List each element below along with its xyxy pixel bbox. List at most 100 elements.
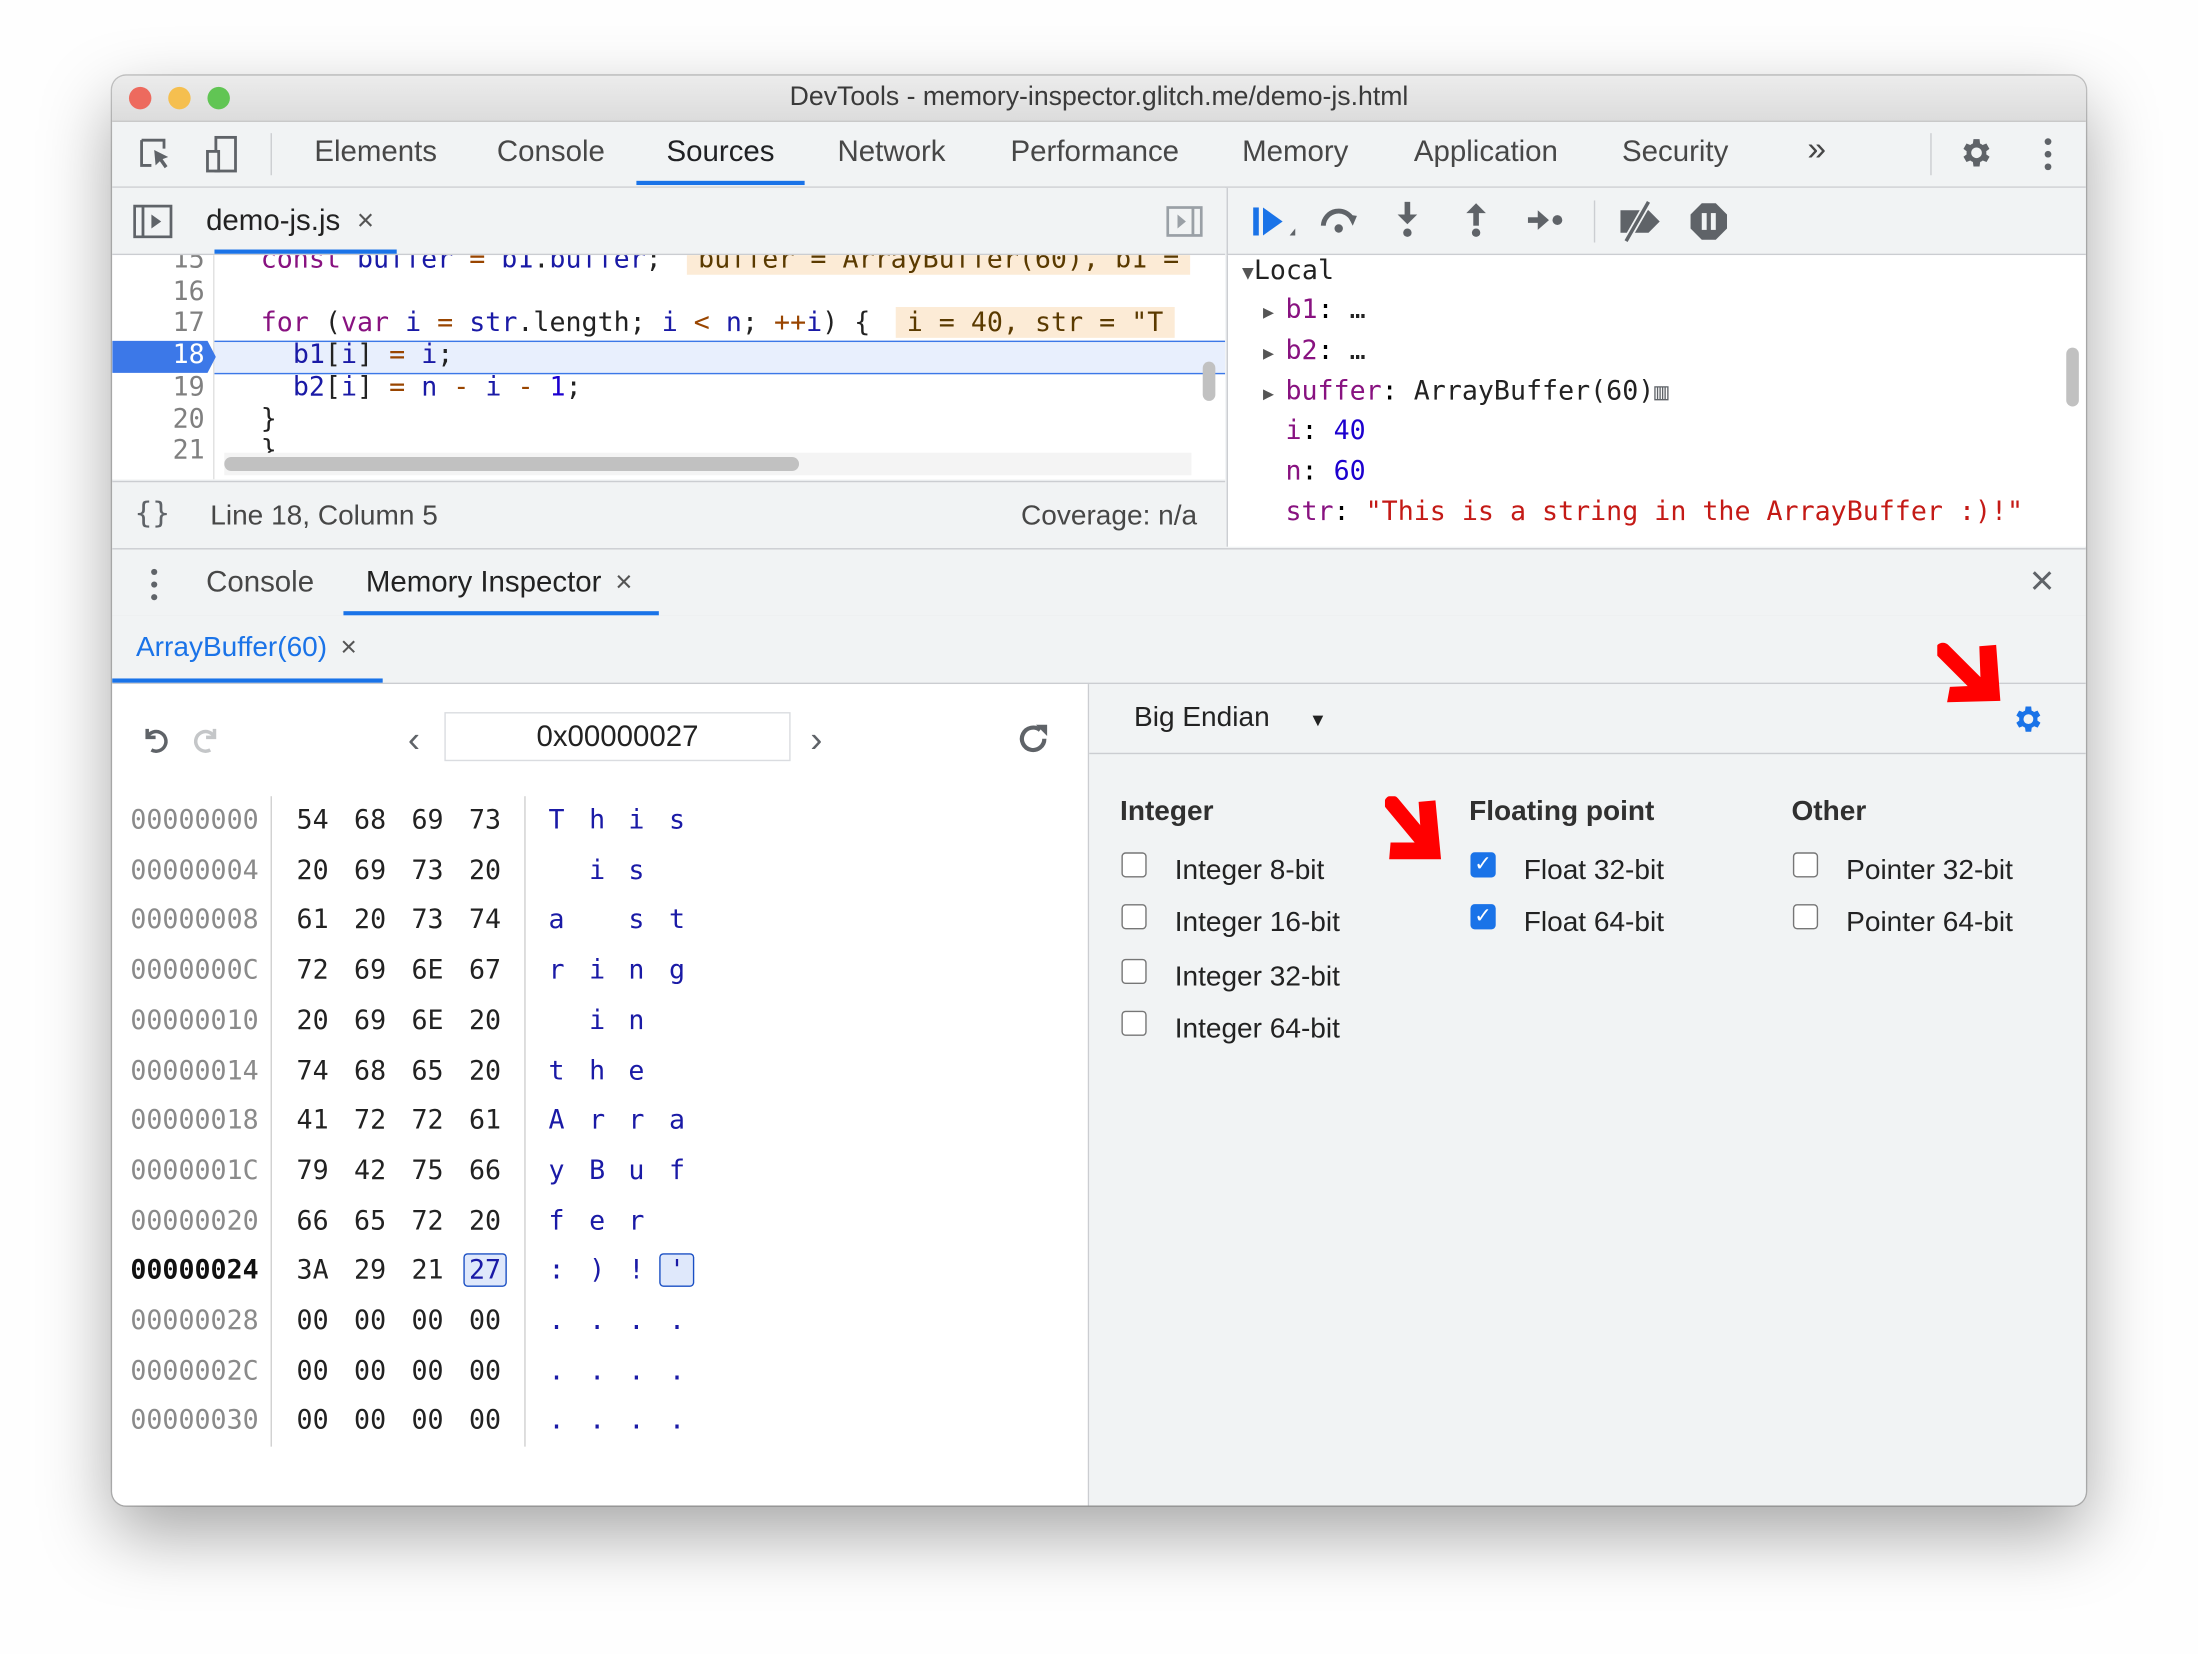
close-buffer-tab-icon[interactable]: × (340, 632, 357, 664)
memory-ascii-char[interactable]: . (669, 1355, 686, 1386)
value-type-checkbox[interactable] (1121, 852, 1147, 878)
memory-byte[interactable]: 00 (354, 1305, 387, 1336)
memory-ascii-char[interactable]: . (589, 1355, 606, 1386)
memory-byte[interactable]: 20 (296, 854, 329, 886)
horizontal-scrollbar-thumb[interactable] (224, 456, 800, 472)
memory-ascii-char[interactable]: h (589, 804, 606, 836)
memory-byte[interactable]: 74 (296, 1054, 329, 1086)
memory-ascii-char[interactable]: g (669, 954, 686, 986)
memory-byte[interactable]: 00 (296, 1305, 329, 1336)
memory-byte[interactable]: 72 (411, 1204, 444, 1236)
memory-byte[interactable]: 79 (296, 1154, 329, 1186)
memory-ascii-char[interactable]: ' (659, 1253, 695, 1288)
memory-byte[interactable]: 00 (354, 1355, 387, 1386)
buffer-tab-arraybuffer[interactable]: ArrayBuffer(60) × (136, 632, 357, 664)
settings-gear-icon[interactable] (1958, 135, 1994, 171)
main-tab-console[interactable]: Console (496, 135, 605, 169)
main-tab-network[interactable]: Network (837, 135, 946, 169)
memory-ascii-char[interactable]: s (628, 854, 645, 886)
memory-byte[interactable]: 67 (468, 954, 502, 986)
memory-ascii-char[interactable]: e (589, 1204, 606, 1236)
memory-ascii-char[interactable]: . (548, 1405, 565, 1436)
memory-ascii-char[interactable]: r (548, 954, 565, 986)
value-type-label[interactable]: Integer 64-bit (1174, 1013, 1340, 1045)
memory-byte[interactable]: 69 (411, 804, 444, 836)
memory-ascii-char[interactable]: n (628, 954, 645, 986)
value-type-label[interactable]: Pointer 64-bit (1846, 906, 2013, 938)
memory-byte[interactable]: 3A (296, 1255, 329, 1286)
memory-ascii-char[interactable]: . (628, 1355, 645, 1386)
value-type-checkbox[interactable] (1792, 904, 1819, 930)
undo-navigation-icon[interactable] (140, 723, 171, 754)
memory-ascii-char[interactable]: t (548, 1054, 565, 1086)
memory-byte[interactable]: 00 (411, 1405, 444, 1436)
memory-ascii-char[interactable]: r (628, 1104, 645, 1136)
memory-byte[interactable]: 68 (354, 804, 387, 836)
scope-variable-buffer[interactable]: ▶ buffer: ArrayBuffer(60)▥ (1263, 375, 1669, 406)
value-type-label[interactable]: Pointer 32-bit (1846, 855, 2013, 886)
execution-line-marker[interactable] (112, 340, 216, 374)
main-tab-security[interactable]: Security (1621, 135, 1729, 169)
memory-byte[interactable]: 73 (411, 854, 444, 886)
endianness-select[interactable]: Big Endian ▼ (1134, 702, 1327, 734)
memory-ascii-char[interactable]: i (628, 804, 645, 836)
memory-byte[interactable]: 73 (468, 804, 502, 836)
memory-ascii-char[interactable]: i (589, 854, 606, 886)
previous-page-button[interactable]: ‹ (407, 717, 421, 760)
memory-ascii-char[interactable]: B (589, 1154, 606, 1186)
device-toolbar-icon[interactable] (203, 135, 239, 174)
memory-byte[interactable]: 29 (354, 1255, 387, 1286)
scope-variable-b1[interactable]: ▶ b1: … (1263, 294, 1366, 325)
value-type-label[interactable]: Float 32-bit (1523, 855, 1665, 886)
memory-byte[interactable]: 20 (296, 1004, 329, 1036)
memory-ascii-char[interactable]: ! (628, 1255, 645, 1286)
memory-ascii-char[interactable]: : (548, 1255, 565, 1286)
line-number[interactable]: 18 (172, 339, 205, 371)
drawer-menu-kebab-icon[interactable] (149, 568, 160, 602)
memory-byte[interactable]: 66 (296, 1204, 329, 1236)
memory-ascii-char[interactable]: s (669, 804, 686, 836)
main-tab-elements[interactable]: Elements (314, 135, 438, 169)
memory-byte[interactable]: 54 (296, 804, 329, 836)
memory-byte[interactable]: 20 (468, 854, 502, 886)
memory-byte[interactable]: 6E (411, 1004, 444, 1036)
memory-ascii-char[interactable]: a (548, 904, 565, 936)
line-number[interactable]: 17 (172, 307, 205, 339)
scope-section-local[interactable]: ▼Local (1242, 255, 1334, 286)
memory-ascii-char[interactable]: s (628, 904, 645, 936)
reveal-in-memory-inspector-icon[interactable]: ▥ (1654, 377, 1669, 406)
memory-ascii-char[interactable]: y (548, 1154, 565, 1186)
memory-ascii-char[interactable]: f (669, 1154, 686, 1186)
minimize-window-button[interactable] (168, 86, 191, 110)
value-type-checkbox[interactable] (1121, 1010, 1147, 1036)
memory-byte[interactable]: 61 (296, 904, 329, 936)
memory-ascii-char[interactable]: h (589, 1054, 606, 1086)
value-type-checkbox[interactable] (1792, 852, 1819, 878)
memory-byte[interactable]: 20 (468, 1204, 502, 1236)
address-input[interactable]: 0x00000027 (444, 712, 791, 762)
customize-menu-kebab-icon[interactable] (2041, 136, 2055, 172)
memory-ascii-char[interactable]: . (548, 1305, 565, 1336)
memory-byte[interactable]: 00 (296, 1355, 329, 1386)
resume-icon[interactable] (1250, 202, 1298, 244)
memory-ascii-char[interactable]: i (589, 954, 606, 986)
memory-byte[interactable]: 00 (354, 1405, 387, 1436)
main-tab-memory[interactable]: Memory (1242, 135, 1349, 169)
value-type-checkbox[interactable]: ✓ (1470, 852, 1496, 878)
file-tab-demo-js[interactable]: demo-js.js × (206, 205, 374, 239)
memory-ascii-char[interactable]: f (548, 1204, 565, 1236)
memory-byte[interactable]: 65 (354, 1204, 387, 1236)
scope-variable-b2[interactable]: ▶ b2: … (1263, 335, 1366, 366)
value-type-label[interactable]: Float 64-bit (1523, 906, 1665, 938)
memory-byte[interactable]: 00 (468, 1405, 502, 1436)
memory-byte[interactable]: 72 (296, 954, 329, 986)
memory-byte[interactable]: 74 (468, 904, 502, 936)
memory-ascii-char[interactable]: r (589, 1104, 606, 1136)
more-tabs-button[interactable]: » (1807, 130, 1827, 169)
value-type-checkbox[interactable]: ✓ (1470, 904, 1496, 930)
memory-ascii-char[interactable]: t (669, 904, 686, 936)
line-number[interactable]: 19 (172, 371, 205, 403)
memory-ascii-char[interactable]: . (628, 1405, 645, 1436)
value-type-label[interactable]: Integer 16-bit (1174, 906, 1340, 938)
memory-byte[interactable]: 00 (411, 1305, 444, 1336)
